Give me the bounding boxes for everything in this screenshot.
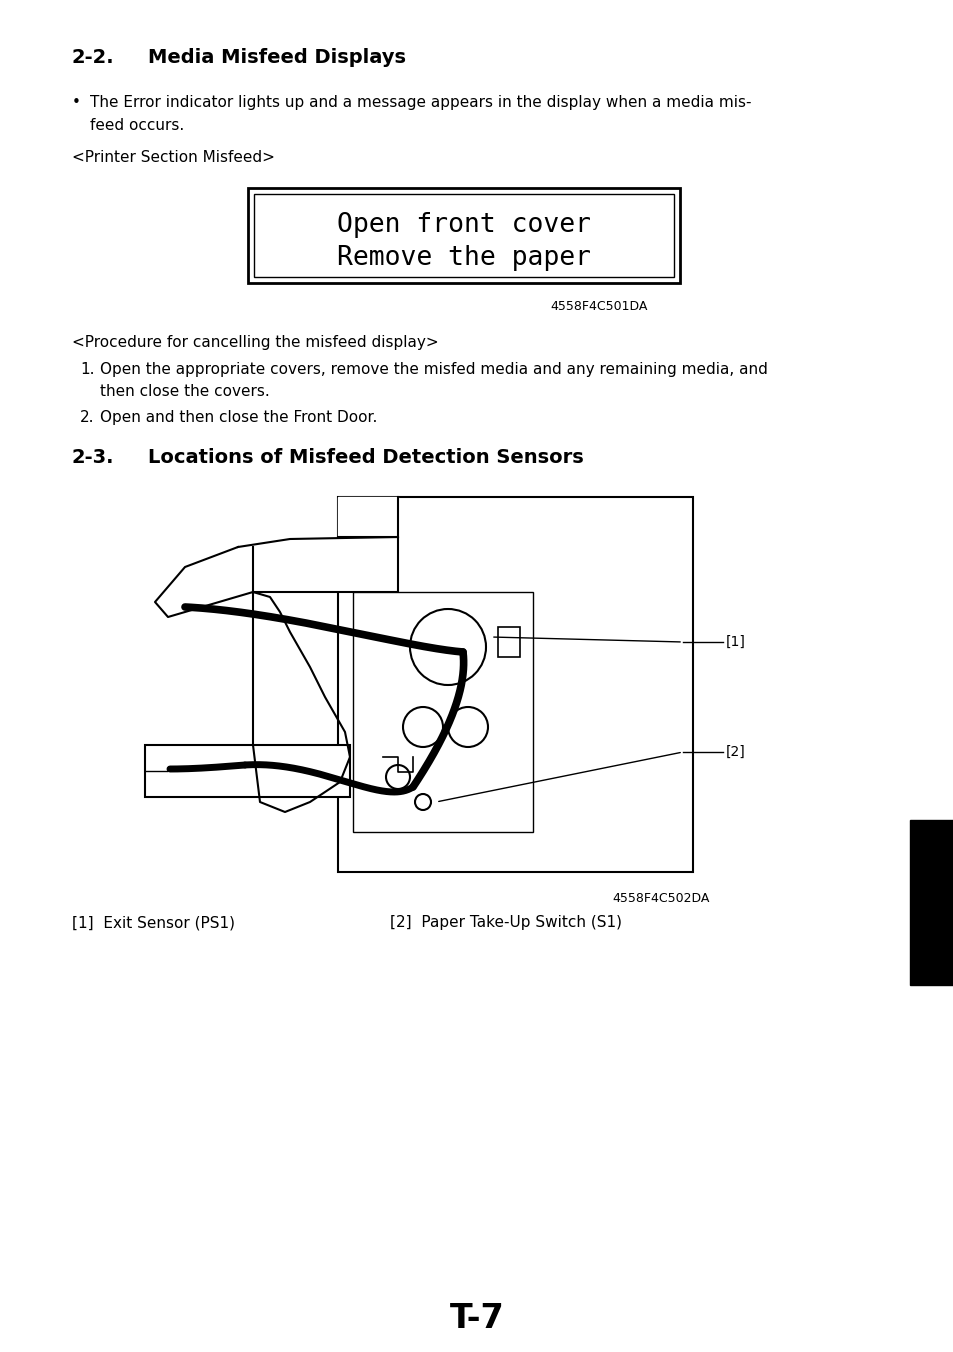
Bar	[253, 193, 673, 277]
Text: feed occurs.: feed occurs.	[90, 118, 184, 132]
Text: 2-2.: 2-2.	[71, 49, 114, 68]
Text: [2]  Paper Take-Up Switch (S1): [2] Paper Take-Up Switch (S1)	[390, 915, 621, 930]
Text: Locations of Misfeed Detection Sensors: Locations of Misfeed Detection Sensors	[148, 448, 583, 466]
Text: Open the appropriate covers, remove the misfed media and any remaining media, an: Open the appropriate covers, remove the …	[100, 362, 767, 377]
Bar	[145, 745, 350, 796]
Text: then close the covers.: then close the covers.	[100, 384, 270, 399]
Polygon shape	[337, 498, 397, 537]
Text: 4558F4C501DA: 4558F4C501DA	[550, 300, 647, 314]
Text: •: •	[71, 95, 81, 110]
Text: [2]: [2]	[725, 745, 745, 758]
Polygon shape	[154, 548, 253, 617]
Polygon shape	[253, 592, 350, 813]
Text: 4558F4C502DA: 4558F4C502DA	[612, 892, 709, 904]
Bar	[337, 498, 692, 872]
Text: Media Misfeed Displays: Media Misfeed Displays	[148, 49, 406, 68]
Polygon shape	[237, 537, 397, 592]
Bar	[909, 821, 953, 986]
Text: <Printer Section Misfeed>: <Printer Section Misfeed>	[71, 150, 274, 165]
Text: The Error indicator lights up and a message appears in the display when a media : The Error indicator lights up and a mess…	[90, 95, 751, 110]
Bar	[497, 627, 519, 657]
Text: [1]: [1]	[725, 635, 745, 649]
Text: T-7: T-7	[449, 1302, 504, 1334]
Text: 1.: 1.	[80, 362, 94, 377]
Text: [1]  Exit Sensor (PS1): [1] Exit Sensor (PS1)	[71, 915, 234, 930]
Text: Open and then close the Front Door.: Open and then close the Front Door.	[100, 410, 377, 425]
Text: <Procedure for cancelling the misfeed display>: <Procedure for cancelling the misfeed di…	[71, 335, 438, 350]
Text: Remove the paper: Remove the paper	[336, 245, 590, 270]
Text: Open front cover: Open front cover	[336, 212, 590, 238]
Text: 2.: 2.	[80, 410, 94, 425]
Text: 2-3.: 2-3.	[71, 448, 114, 466]
Bar	[248, 188, 679, 283]
Bar	[353, 592, 533, 831]
